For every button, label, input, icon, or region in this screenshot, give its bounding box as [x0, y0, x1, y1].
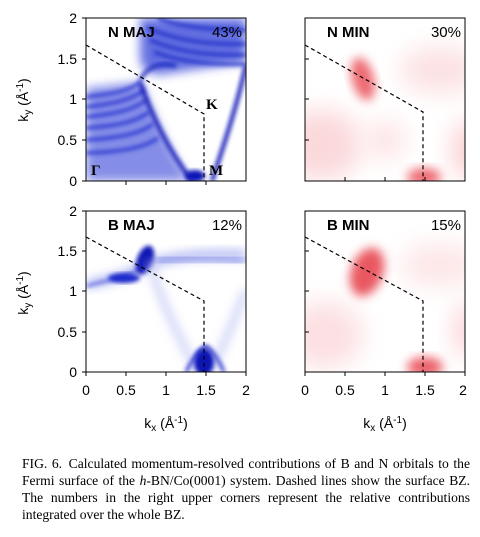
figure-6: N MAJ 43% K Γ M 0 0.5 1 1.5 2 ky (Å-1) — [15, 10, 467, 434]
x-tick-label: 1.5 — [415, 382, 435, 398]
panel-n-min: N MIN 30% — [304, 17, 466, 182]
y-tick-label: 0.5 — [58, 324, 78, 340]
n-maj-x-ticks — [125, 181, 207, 185]
b-min-bz-boundary — [304, 236, 424, 372]
x-tick-label: 1 — [162, 382, 170, 398]
x-tick-label: 0 — [82, 382, 90, 398]
n-maj-bz-boundary — [85, 44, 205, 181]
point-gamma-label: Γ — [91, 163, 101, 179]
y-tick-label: 2 — [69, 10, 77, 26]
n-min-percent: 30% — [431, 24, 461, 41]
y-tick-label: 1 — [69, 283, 77, 299]
y-tick-label: 0 — [69, 364, 77, 380]
b-maj-x-tick-labels: 0 0.5 1 1.5 2 — [82, 372, 250, 398]
figure-number: FIG. 6. — [22, 456, 63, 471]
y-tick-label: 1 — [69, 91, 77, 107]
n-maj-heatmap — [86, 18, 246, 181]
n-maj-label: N MAJ — [108, 24, 155, 41]
b-min-x-tick-labels: 0 0.5 1 1.5 2 — [301, 372, 467, 398]
b-maj-y-tick-labels: 0 0.5 1 1.5 2 — [58, 203, 86, 380]
b-maj-bz-boundary — [85, 236, 205, 372]
y-tick-label: 1.5 — [58, 51, 78, 67]
y-tick-label: 0 — [69, 173, 77, 189]
y-tick-label: 1.5 — [58, 243, 78, 259]
x-tick-label: 1.5 — [196, 382, 216, 398]
n-min-ticks — [305, 58, 426, 181]
x-tick-label: 0.5 — [335, 382, 355, 398]
x-tick-label: 0.5 — [116, 382, 136, 398]
b-maj-label: B MAJ — [108, 217, 155, 234]
b-maj-percent: 12% — [212, 217, 242, 234]
b-maj-ylabel: ky (Å-1) — [15, 271, 34, 314]
caption-text-part-2: -BN/Co(0001) system. Dashed lines show t… — [22, 473, 470, 522]
b-min-percent: 15% — [431, 217, 461, 234]
panel-b-min: B MIN 15% 0 0.5 1 1.5 2 kx (Å-1) — [301, 210, 467, 434]
b-min-xlabel: kx (Å-1) — [363, 415, 406, 434]
b-min-heatmap — [305, 211, 465, 372]
b-min-label: B MIN — [327, 217, 370, 234]
caption-italic-h: h — [139, 473, 147, 488]
panel-b-maj: B MAJ 12% 0 0.5 1 1.5 2 0 0.5 1 1.5 2 ky… — [15, 203, 250, 434]
x-tick-label: 0 — [301, 382, 309, 398]
n-maj-percent: 43% — [212, 24, 242, 41]
n-maj-y-tick-labels: 0 0.5 1 1.5 2 — [58, 10, 86, 189]
point-k-label: K — [206, 97, 218, 113]
b-min-y-ticks — [305, 250, 309, 333]
x-tick-label: 1 — [381, 382, 389, 398]
x-tick-label: 2 — [459, 382, 467, 398]
figure-caption: FIG. 6. Calculated momentum-resolved con… — [22, 455, 470, 523]
b-maj-heatmap — [86, 211, 246, 372]
x-tick-label: 2 — [242, 382, 250, 398]
n-min-bz-boundary — [304, 44, 424, 181]
n-min-label: N MIN — [327, 24, 370, 41]
n-min-heatmap — [305, 18, 465, 181]
b-maj-xlabel: kx (Å-1) — [144, 415, 187, 434]
y-tick-label: 0.5 — [58, 132, 78, 148]
y-tick-label: 2 — [69, 203, 77, 219]
caption-text-part-1: Calculated momentum-resolved contributio… — [22, 456, 470, 488]
n-maj-ylabel: ky (Å-1) — [15, 78, 34, 121]
point-m-label: M — [209, 163, 223, 179]
panel-n-maj: N MAJ 43% K Γ M 0 0.5 1 1.5 2 ky (Å-1) — [15, 10, 247, 189]
